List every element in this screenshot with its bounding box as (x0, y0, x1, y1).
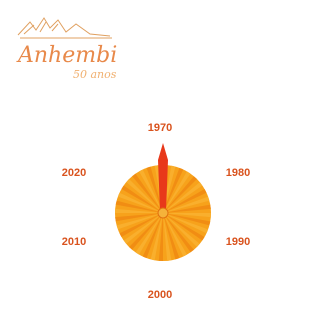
logo (18, 18, 112, 38)
logo-subtitle: 50 anos (73, 68, 117, 81)
year-label: 1980 (226, 167, 250, 179)
logo-lines (20, 22, 112, 38)
year-label: 1990 (226, 236, 250, 248)
year-label: 2020 (62, 167, 86, 179)
year-label: 2000 (148, 289, 172, 301)
year-label: 2010 (62, 236, 86, 248)
screen: Anhembi 50 anos 1970 1980 1990 2000 2010 2020 (0, 0, 267, 328)
logo-title: Anhembi (16, 43, 117, 68)
dial[interactable] (115, 143, 211, 261)
dial-center (158, 208, 168, 218)
year-label: 1970 (148, 122, 172, 134)
